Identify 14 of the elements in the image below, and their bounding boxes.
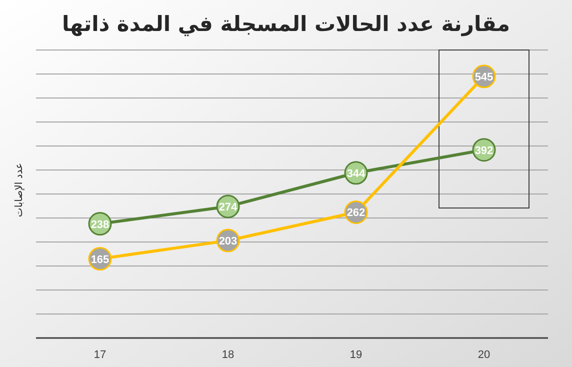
data-label: 262 [346,207,366,220]
data-label: 274 [218,201,238,214]
y-axis-title: عدد الإصابات [14,162,25,218]
x-tick-label: 17 [94,349,106,361]
data-label: 392 [474,144,494,157]
data-label: 203 [218,236,238,248]
data-label: 238 [90,218,110,231]
data-label: 545 [474,71,494,84]
x-tick-label: 19 [350,349,362,361]
x-tick-label: 18 [222,349,234,361]
data-label: 344 [346,168,366,180]
data-label: 165 [90,254,110,266]
x-tick-label: 20 [478,349,490,361]
chart-title: مقارنة عدد الحالات المسجلة في المدة ذاتها [62,12,510,37]
